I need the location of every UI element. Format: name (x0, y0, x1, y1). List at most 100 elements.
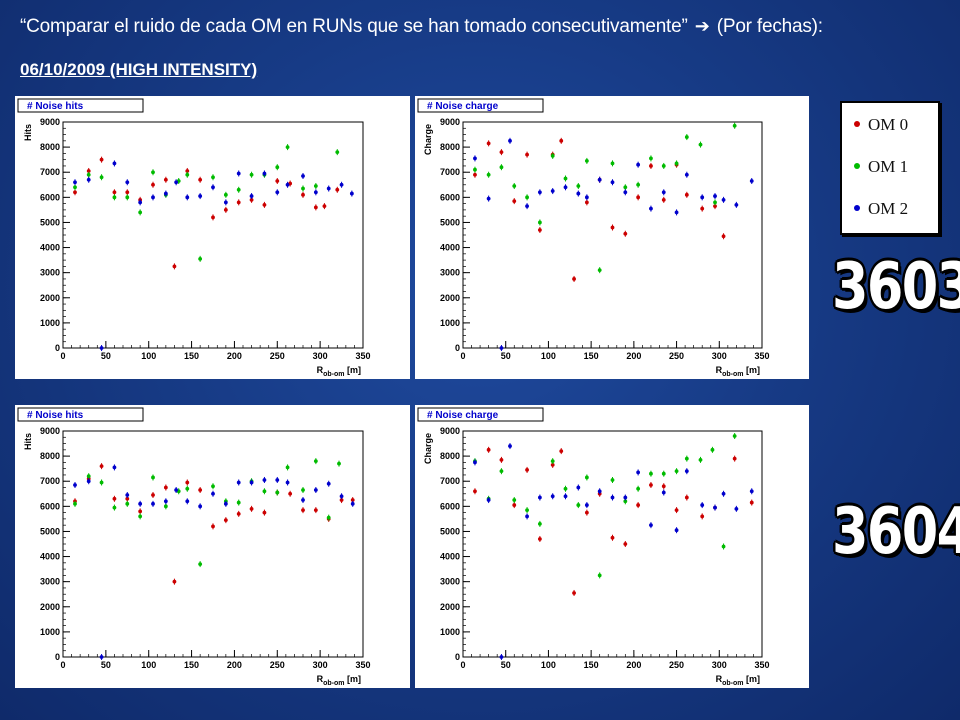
chart-title: # Noise charge (427, 410, 499, 421)
data-point-om1 (649, 156, 653, 161)
data-point-om2 (313, 488, 318, 492)
data-point-om0 (499, 150, 504, 155)
data-point-om2 (584, 195, 589, 200)
x-tick-label: 200 (227, 351, 242, 361)
data-point-om1 (636, 486, 641, 491)
data-point-om1 (512, 184, 517, 188)
y-tick-label: 0 (55, 343, 60, 353)
data-point-om2 (576, 191, 581, 196)
data-point-om0 (313, 508, 318, 512)
data-point-om0 (335, 187, 340, 192)
chart-title-box (17, 98, 144, 113)
data-point-om2 (508, 138, 512, 143)
data-point-om1 (86, 172, 91, 177)
data-point-om2 (174, 180, 179, 185)
data-point-om0 (499, 457, 504, 462)
data-point-om1 (275, 165, 280, 170)
data-point-om1 (636, 182, 641, 187)
data-point-om2 (86, 177, 91, 182)
legend-item-om0: OM 0 (854, 115, 908, 135)
data-point-om2 (112, 161, 117, 166)
x-axis-label: Rob-om [m] (716, 365, 760, 378)
data-point-om2 (473, 156, 477, 161)
chart-panel-36035-charge: # Noise charge 0 1000 2000 3000 4000 5000 6000 7… (415, 96, 809, 379)
data-point-om0 (185, 169, 190, 173)
y-tick-label: 7000 (40, 476, 60, 486)
y-tick-label: 1000 (40, 627, 60, 637)
y-axis-label: Charge (423, 124, 433, 155)
data-point-om1 (301, 488, 305, 492)
data-point-om1 (99, 175, 104, 180)
data-point-om0 (262, 202, 267, 207)
legend-item-om2: OM 2 (854, 199, 908, 219)
data-point-om1 (473, 167, 477, 172)
data-point-om1 (73, 185, 77, 190)
data-point-om2 (563, 185, 568, 190)
chart-36041-hits: # Noise hits0100020003000400050006000700… (17, 407, 371, 687)
data-point-om2 (326, 481, 331, 486)
data-point-om1 (537, 220, 542, 225)
data-point-om2 (610, 180, 615, 185)
y-tick-label: 5000 (40, 526, 60, 536)
plot-frame (462, 121, 763, 349)
data-point-om1 (674, 161, 679, 166)
data-point-om0 (350, 498, 355, 502)
y-tick-label: 4000 (40, 552, 60, 562)
data-point-om2 (713, 194, 717, 198)
data-point-om1 (499, 165, 504, 170)
x-tick-label: 200 (626, 351, 641, 361)
data-point-om1 (125, 501, 130, 506)
data-point-om0 (610, 535, 615, 540)
y-tick-label: 1000 (440, 318, 460, 328)
data-point-om0 (473, 172, 477, 177)
y-tick-label: 3000 (40, 268, 60, 278)
data-point-om0 (288, 491, 293, 496)
data-point-om0 (661, 197, 666, 202)
x-tick-label: 50 (101, 351, 111, 361)
data-point-om1 (73, 501, 77, 506)
data-point-om2 (163, 499, 168, 504)
data-point-om0 (674, 508, 679, 512)
data-point-om1 (698, 142, 703, 147)
data-point-om0 (512, 199, 517, 203)
data-point-om0 (301, 508, 305, 512)
data-point-om2 (550, 494, 555, 499)
data-point-om1 (198, 256, 203, 261)
plot-frame (62, 430, 364, 658)
data-point-om2 (508, 444, 512, 448)
data-point-om2 (185, 499, 190, 504)
data-point-om1 (337, 461, 341, 466)
data-point-om0 (684, 495, 689, 500)
plot-frame (62, 121, 364, 349)
y-tick-label: 5000 (440, 526, 460, 536)
data-point-om2 (597, 177, 602, 182)
om-legend: OM 0 OM 1 OM 2 (840, 101, 940, 235)
data-point-om0 (223, 518, 228, 523)
data-point-om1 (249, 172, 254, 177)
x-tick-label: 250 (669, 660, 684, 670)
data-point-om0 (636, 503, 641, 507)
y-tick-label: 8000 (440, 142, 460, 152)
data-point-om2 (99, 346, 104, 350)
data-point-om1 (486, 172, 491, 177)
x-tick-label: 0 (60, 351, 65, 361)
data-point-om1 (223, 192, 228, 197)
data-point-om0 (112, 496, 117, 501)
data-point-om2 (151, 195, 155, 200)
y-tick-label: 0 (55, 652, 60, 662)
data-point-om2 (597, 489, 602, 494)
data-point-om1 (550, 459, 555, 464)
data-point-om2 (576, 485, 581, 490)
data-point-om1 (236, 500, 241, 505)
y-tick-label: 3000 (440, 577, 460, 587)
data-point-om0 (249, 197, 254, 202)
data-point-om2 (339, 182, 344, 187)
x-tick-label: 100 (541, 351, 556, 361)
data-point-om2 (185, 195, 190, 200)
data-point-om1 (86, 474, 91, 479)
y-tick-label: 9000 (40, 117, 60, 127)
data-point-om2 (151, 501, 155, 506)
x-tick-label: 150 (584, 660, 599, 670)
data-point-om2 (525, 204, 529, 209)
y-tick-label: 8000 (40, 142, 60, 152)
